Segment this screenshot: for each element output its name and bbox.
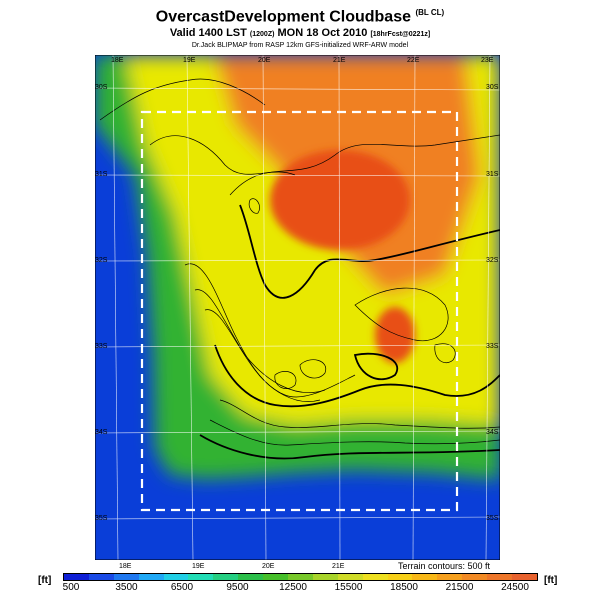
colorbar-swatch (238, 574, 264, 580)
inner-domain-box (140, 110, 459, 512)
meridian-line (262, 55, 267, 560)
forecast-code: [18hrFcst@0221z] (370, 31, 431, 38)
cloudbase-map (95, 55, 500, 560)
colorbar (63, 573, 538, 581)
parallel-line (95, 87, 500, 91)
meridian-line (112, 55, 119, 560)
meridian-line (412, 55, 416, 560)
terrain-contour-closed (274, 371, 297, 389)
terrain-contour-major (214, 344, 500, 408)
colorbar-label: 6500 (170, 582, 194, 593)
lat-label-right: 30S (486, 84, 499, 91)
valid-line: Valid 1400 LST (1200Z) MON 18 Oct 2010 [… (0, 27, 600, 39)
colorbar-swatch (138, 574, 164, 580)
lat-label-right: 33S (486, 343, 499, 350)
lon-label-bottom: 18E (119, 563, 132, 570)
valid-prefix: Valid 1400 LST (169, 27, 247, 39)
colorbar-label: 18500 (390, 582, 418, 593)
terrain-contour-major (199, 434, 500, 460)
meridian-line (338, 55, 341, 560)
terrain-contour-closed (434, 343, 456, 364)
terrain-contour (229, 134, 500, 196)
lon-label-bottom: 20E (262, 563, 275, 570)
lon-label-top: 19E (183, 57, 196, 64)
lat-label-right: 32S (486, 257, 499, 264)
colorbar-unit-right: [ft] (544, 575, 558, 586)
lon-label-top: 21E (333, 57, 346, 64)
colorbar-swatch (288, 574, 313, 580)
terrain-contour-closed (353, 352, 398, 381)
colorbar-swatch (188, 574, 214, 580)
lat-label-right: 35S (486, 515, 499, 522)
colorbar-swatch (387, 574, 413, 580)
parallel-line (95, 174, 500, 177)
colorbar-swatch (412, 574, 438, 580)
colorbar-swatch (163, 574, 189, 580)
peak-zone-south (375, 307, 415, 363)
colorbar-label: 24500 (501, 582, 529, 593)
valid-date: MON 18 Oct 2010 (277, 27, 368, 39)
parallel-line (95, 259, 500, 262)
parallel-line (95, 430, 500, 434)
colorbar-label: 9500 (226, 582, 249, 593)
colorbar-label: 15500 (334, 582, 363, 593)
terrain-contour (219, 399, 500, 429)
colorbar-swatch (337, 574, 363, 580)
terrain-contour (204, 309, 321, 402)
lat-label-left: 33S (95, 343, 108, 350)
meridian-line (186, 55, 194, 560)
colorbar-swatch (213, 574, 239, 580)
lat-lon-grid (95, 55, 500, 560)
lon-label-top: 20E (258, 57, 271, 64)
lon-label-bottom: 19E (192, 563, 205, 570)
lat-label-right: 34S (486, 429, 499, 436)
meridian-line (485, 55, 491, 560)
terrain-contour-closed (354, 287, 449, 342)
terrain-contour-note: Terrain contours: 500 ft (398, 561, 491, 571)
map-title: OvercastDevelopment Cloudbase (BL CL) (0, 8, 600, 26)
lat-label-left: 31S (95, 171, 108, 178)
terrain-contour-closed (248, 198, 260, 214)
map-title-suffix: (BL CL) (415, 8, 445, 17)
colorbar-label: 12500 (279, 582, 307, 593)
colorbar-swatch (88, 574, 114, 580)
colorbar-label: 21500 (445, 582, 474, 593)
colorbar-swatch (312, 574, 338, 580)
source-line: Dr.Jack BLIPMAP from RASP 12km GFS-initi… (191, 42, 409, 49)
map-background (95, 55, 500, 560)
valid-code: (1200Z) (249, 31, 275, 38)
lat-label-left: 30S (95, 84, 108, 91)
colorbar-swatch (362, 574, 388, 580)
peak-zone-north (270, 150, 410, 250)
lon-label-bottom: 21E (332, 563, 345, 570)
terrain-contour-major (239, 204, 500, 299)
colorbar-unit-left: [ft] (38, 575, 52, 586)
colorbar-label: 3500 (115, 582, 138, 593)
colorbar-swatch (64, 574, 89, 580)
lat-label-right: 31S (486, 171, 499, 178)
colorbar-swatch (113, 574, 139, 580)
colorbar-swatch (462, 574, 488, 580)
terrain-contour (99, 78, 266, 121)
colorbar-swatch (437, 574, 463, 580)
colorbar-swatch (487, 574, 513, 580)
colorbar-swatch (512, 574, 537, 580)
lon-label-top: 22E (407, 57, 420, 64)
terrain-contours (99, 78, 500, 460)
terrain-contour (194, 289, 326, 393)
colorbar-swatch (263, 574, 289, 580)
lat-label-left: 32S (95, 257, 108, 264)
lon-label-top: 18E (111, 57, 124, 64)
terrain-contour (184, 263, 356, 398)
lat-label-left: 35S (95, 515, 108, 522)
lon-label-top: 23E (481, 57, 494, 64)
colorbar-label: 500 (62, 582, 80, 593)
parallel-line (95, 344, 500, 348)
parallel-line (95, 516, 500, 520)
lat-label-left: 34S (95, 429, 108, 436)
map-title-text: OvercastDevelopment Cloudbase (155, 8, 411, 26)
